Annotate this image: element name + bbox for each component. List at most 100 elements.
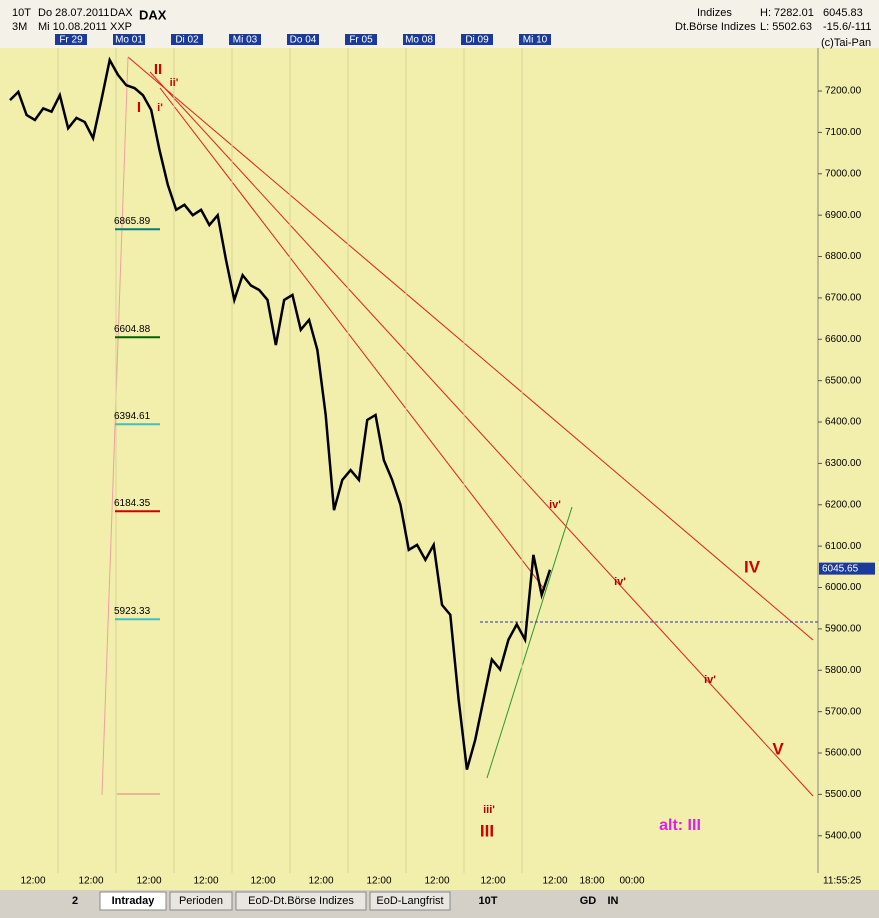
time-label: 12:00 <box>542 876 567 887</box>
toolbar-item[interactable]: 2 <box>72 895 78 907</box>
wave-label: i' <box>157 102 163 114</box>
price-line <box>9 56 552 770</box>
copyright: (c)Tai-Pan <box>821 37 871 49</box>
time-label: 00:00 <box>619 876 644 887</box>
wave-label: II <box>154 61 162 78</box>
time-label: 18:00 <box>579 876 604 887</box>
day-label: Fr 29 <box>59 35 83 46</box>
trendline <box>127 56 814 641</box>
symbol: DAX <box>110 7 133 19</box>
level-label: 6184.35 <box>114 498 151 509</box>
y-tick-label: 5500.00 <box>825 789 862 800</box>
day-box <box>403 34 435 45</box>
price-axis <box>818 48 879 873</box>
y-tick-label: 5400.00 <box>825 830 862 841</box>
y-tick-label: 5800.00 <box>825 665 862 676</box>
day-box <box>55 34 87 45</box>
day-label: Do 04 <box>290 35 317 46</box>
time-label: 12:00 <box>480 876 505 887</box>
source: Dt.Börse Indizes <box>675 21 756 33</box>
y-tick-label: 5700.00 <box>825 706 862 717</box>
day-box <box>287 34 319 45</box>
clock: 11:55:25 <box>823 876 862 887</box>
start-date: Do 28.07.2011 <box>38 7 109 19</box>
low: L: 5502.63 <box>760 21 812 33</box>
y-tick-label: 6200.00 <box>825 499 862 510</box>
wave-label: iv' <box>704 674 716 686</box>
trendlines <box>101 56 814 797</box>
period: 10T <box>12 7 31 19</box>
tab[interactable] <box>169 891 233 911</box>
current-price-box <box>819 562 875 575</box>
tab-label[interactable]: Intraday <box>112 895 156 907</box>
tab-label[interactable]: Perioden <box>179 895 223 907</box>
y-tick-label: 6400.00 <box>825 417 862 428</box>
plot-area <box>0 48 818 873</box>
y-tick-label: 7200.00 <box>825 86 862 97</box>
y-tick-label: 6100.00 <box>825 541 862 552</box>
day-label: Fr 05 <box>349 35 373 46</box>
end-date: Mi 10.08.2011 <box>38 21 107 33</box>
tabs: Intraday Perioden EoD-Dt.Börse Indizes EoD-… <box>99 891 451 911</box>
level-label: 5923.33 <box>114 606 151 617</box>
time-label: 12:00 <box>20 876 45 887</box>
level-label: 6604.88 <box>114 324 151 335</box>
last: 6045.83 <box>823 7 863 19</box>
day-label: Mo 08 <box>405 35 433 46</box>
support-line <box>486 506 573 779</box>
trendline <box>149 71 814 797</box>
day-box <box>171 34 203 45</box>
high: H: 7282.01 <box>760 7 814 19</box>
tab[interactable] <box>369 891 451 911</box>
wave-label: iv' <box>614 576 626 588</box>
y-tick-label: 6500.00 <box>825 375 862 386</box>
tab[interactable] <box>99 891 167 911</box>
day-box <box>345 34 377 45</box>
y-tick-label: 6900.00 <box>825 210 862 221</box>
day-label: Di 02 <box>175 35 199 46</box>
wave-label: iv' <box>549 499 561 511</box>
y-tick-label: 6000.00 <box>825 582 862 593</box>
level-label: 6865.89 <box>114 216 151 227</box>
day-box <box>461 34 493 45</box>
tab-label[interactable]: EoD-Langfrist <box>376 895 443 907</box>
day-label: Di 09 <box>465 35 489 46</box>
wave-label: alt: III <box>659 817 701 834</box>
group: Indizes <box>697 7 732 19</box>
time-label: 12:00 <box>78 876 103 887</box>
time-label: 12:00 <box>424 876 449 887</box>
toolbar-item[interactable]: GD <box>580 895 597 907</box>
toolbar-item[interactable]: 10T <box>479 895 498 907</box>
time-label: 12:00 <box>250 876 275 887</box>
tab-label[interactable]: EoD-Dt.Börse Indizes <box>248 895 354 907</box>
exchange: XXP <box>110 21 132 33</box>
y-tick-label: 6800.00 <box>825 251 862 262</box>
day-box <box>113 34 145 45</box>
day-box <box>229 34 261 45</box>
wave-label: iii' <box>483 804 495 816</box>
time-label: 12:00 <box>366 876 391 887</box>
wave-label: IV <box>744 557 761 576</box>
day-box <box>519 34 551 45</box>
current-price: 6045.65 <box>822 563 859 574</box>
toolbar-item[interactable]: IN <box>608 895 619 907</box>
y-tick-label: 6600.00 <box>825 334 862 345</box>
y-tick-label: 5600.00 <box>825 748 862 759</box>
day-label: Mi 10 <box>523 35 548 46</box>
tab[interactable] <box>235 891 367 911</box>
day-label: Mo 01 <box>115 35 143 46</box>
y-tick-label: 7000.00 <box>825 168 862 179</box>
trendline <box>159 87 546 591</box>
wave-label: III <box>480 821 494 840</box>
wave-label: V <box>772 739 784 758</box>
y-tick-label: 5900.00 <box>825 624 862 635</box>
time-axis <box>0 873 879 890</box>
header-bar <box>0 0 879 48</box>
time-label: 12:00 <box>193 876 218 887</box>
change: -15.6/-111 <box>823 21 872 33</box>
range: 3M <box>12 21 27 33</box>
y-tick-label: 7100.00 <box>825 127 862 138</box>
day-label: Mi 03 <box>233 35 258 46</box>
time-label: 12:00 <box>136 876 161 887</box>
